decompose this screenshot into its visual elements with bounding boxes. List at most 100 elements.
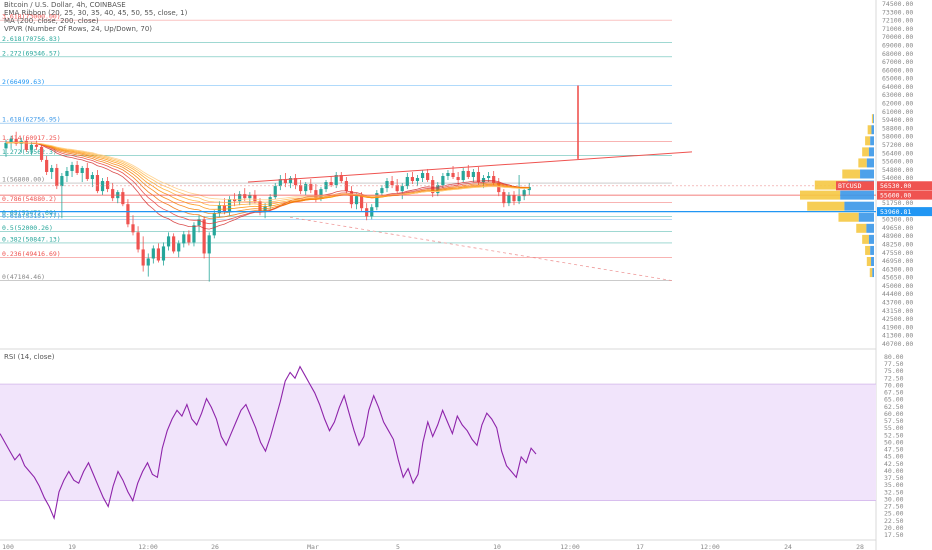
time-axis-tick: 19 (68, 543, 76, 550)
candle-body (4, 142, 8, 149)
candle-body (309, 184, 313, 191)
candle-body (502, 192, 506, 204)
rsi-axis-tick: 72.50 (884, 374, 904, 382)
candle-body (100, 181, 105, 192)
volume-profile-up-bar (856, 223, 867, 233)
candle-body (451, 172, 455, 178)
volume-profile-up-bar (862, 147, 869, 157)
time-axis[interactable]: 100 19 12:00 26 Mar 5 10 12:00 17 12:00 24 28 (2, 543, 864, 550)
candle-body (39, 146, 44, 160)
price-tag-bg (877, 181, 932, 191)
volume-profile-up-bar (858, 158, 867, 168)
candle-body (400, 186, 404, 192)
fib-level-label: 2(66499.63) (2, 78, 45, 86)
symbol-tag-label: BTCUSD (838, 182, 862, 190)
price-axis-tick: 45000.00 (882, 282, 913, 290)
vpvr-indicator-label[interactable]: VPVR (Number Of Rows, 24, Up/Down, 70) (4, 25, 153, 33)
price-axis-tick: 43150.00 (882, 307, 913, 315)
candle-body (136, 232, 140, 250)
price-axis-tick: 57200.00 (882, 141, 913, 149)
rsi-title[interactable]: RSI (14, close) (4, 353, 55, 361)
volume-profile-up-bar (865, 245, 871, 255)
rsi-axis-tick: 55.00 (884, 424, 904, 432)
fib-level-label: 2.272(69346.57) (2, 49, 61, 57)
price-axis-tick: 48900.00 (882, 232, 913, 240)
price-axis-tick: 48250.00 (882, 240, 913, 248)
ema-ribbon-indicator-label[interactable]: EMA Ribbon (20, 25, 30, 35, 40, 45, 50, … (4, 9, 188, 17)
price-axis-tick: 41300.00 (882, 332, 913, 340)
rsi-axis-tick: 60.00 (884, 410, 904, 418)
fib-level-label: 3.618(73000.00) (2, 13, 61, 21)
price-pane[interactable]: 3.618(73000.00) 2.618(70756.83) 2.272(6934… (0, 0, 877, 550)
candle-body (476, 171, 481, 183)
candle-body (354, 196, 359, 205)
volume-profile-down-bar (873, 114, 874, 124)
candle-body (34, 144, 39, 147)
fib-level-label: 0.382(50847.13) (2, 235, 61, 243)
price-axis-tick: 45650.00 (882, 274, 913, 282)
price-axis-tick: 54800.00 (882, 166, 913, 174)
candle-body (156, 248, 160, 261)
price-axis[interactable]: 74500.0073300.0072100.0071000.0070000.00… (836, 0, 932, 539)
candle-body (273, 186, 277, 198)
symbol-title[interactable]: Bitcoin / U.S. Dollar, 4h, COINBASE (4, 1, 126, 9)
volume-profile-down-bar (858, 212, 874, 222)
candle-body (253, 195, 257, 202)
candle-body (166, 236, 171, 247)
rsi-line (0, 365, 537, 520)
rsi-axis-tick: 75.00 (884, 367, 904, 375)
fib-level-label: 1.618(62756.95) (2, 116, 61, 124)
candle-body (456, 177, 460, 181)
price-axis-tick: 49650.00 (882, 224, 913, 232)
candle-body (9, 138, 13, 143)
price-axis-tick: 70000.00 (882, 33, 913, 41)
candle-body (45, 159, 49, 172)
ma-indicator-label[interactable]: MA (200, close, 200, close) (4, 17, 99, 25)
price-axis-tick: 61000.00 (882, 108, 913, 116)
rsi-axis-tick: 45.00 (884, 453, 904, 461)
volume-profile-down-bar (871, 257, 874, 267)
volume-profile-down-bar (870, 245, 874, 255)
price-axis-tick: 46300.00 (882, 265, 913, 273)
price-axis-tick: 65000.00 (882, 75, 913, 83)
candle-body (324, 182, 328, 190)
price-axis-tick: 51750.00 (882, 199, 913, 207)
candle-body (111, 189, 115, 199)
candle-body (106, 181, 110, 190)
fib-level-label: 0.618(53151.77) (2, 212, 61, 220)
candle-body (299, 185, 303, 192)
volume-profile-down-bar (840, 190, 874, 200)
candle-body (492, 176, 496, 184)
volume-profile-down-bar (872, 268, 874, 278)
candle-body (395, 185, 399, 192)
candle-body (461, 170, 465, 181)
price-axis-tick: 69000.00 (882, 41, 913, 49)
candle-body (293, 178, 298, 186)
rsi-axis-tick: 17.50 (884, 531, 904, 539)
volume-profile-up-bar (862, 234, 869, 244)
price-axis-tick: 56400.00 (882, 149, 913, 157)
candle-body (60, 176, 64, 187)
rsi-band-fill (0, 384, 876, 501)
rsi-axis-tick: 70.00 (884, 381, 904, 389)
candle-body (380, 188, 384, 194)
price-axis-tick: 59400.00 (882, 116, 913, 124)
candle-body (172, 236, 176, 252)
candle-body (385, 181, 389, 189)
candle-body (339, 175, 343, 182)
candle-body (80, 167, 84, 173)
volume-profile-up-bar (867, 125, 872, 135)
volume-profile-down-bar (870, 136, 874, 146)
volume-profile-down-bar (866, 158, 874, 168)
volume-profile-down-bar (868, 147, 874, 157)
resistance-trendline (247, 151, 693, 183)
candle-body (177, 243, 181, 252)
candle-body (314, 190, 318, 199)
price-axis-tick: 58800.00 (882, 124, 913, 132)
price-axis-tick: 58000.00 (882, 133, 913, 141)
price-axis-tick: 55600.00 (882, 158, 913, 166)
price-axis-tick: 43700.00 (882, 299, 913, 307)
rsi-pane[interactable] (0, 365, 876, 520)
price-axis-tick: 62000.00 (882, 100, 913, 108)
